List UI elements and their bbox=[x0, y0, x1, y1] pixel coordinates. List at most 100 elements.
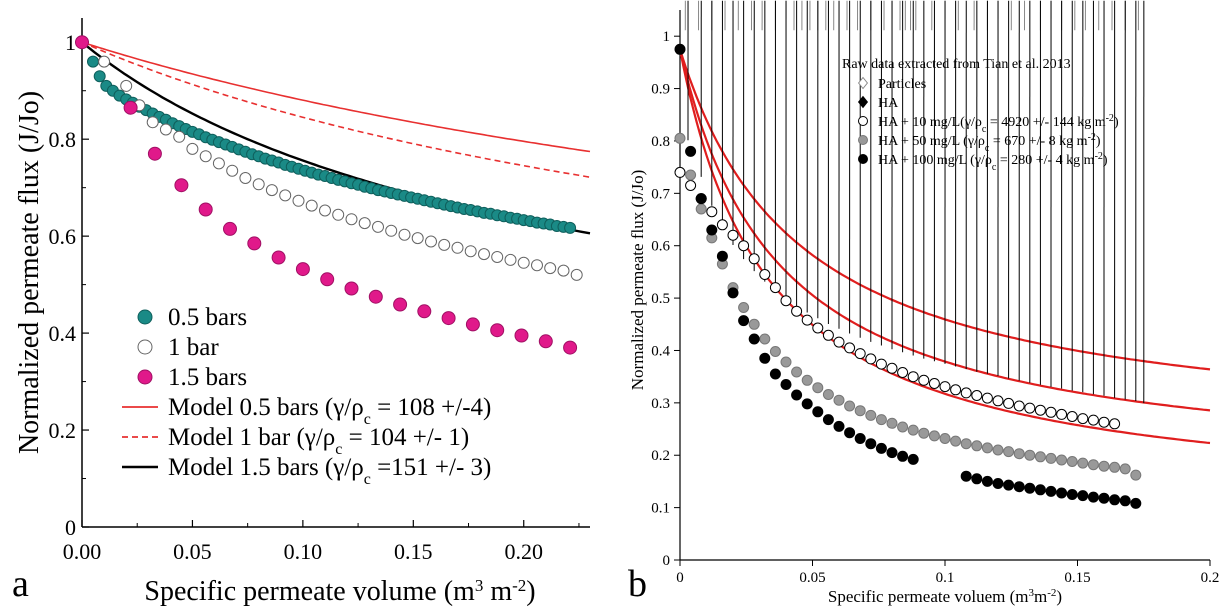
data-point bbox=[981, 442, 993, 454]
data-point bbox=[1066, 489, 1078, 500]
x-tick-label: 0 bbox=[676, 570, 684, 586]
legend-marker bbox=[137, 369, 153, 385]
legend-label: 0.5 bars bbox=[168, 304, 247, 331]
data-point bbox=[1003, 479, 1015, 491]
series-4 bbox=[674, 132, 1142, 481]
y-axis-label: Normalized permeate flux (J/Jo) bbox=[14, 91, 45, 454]
data-point bbox=[564, 221, 577, 234]
y-tick-label: 1 bbox=[65, 30, 76, 55]
y-tick-label: 0 bbox=[663, 553, 671, 569]
series-3 bbox=[75, 35, 578, 355]
panel-label: a bbox=[12, 563, 29, 605]
data-point bbox=[1077, 413, 1089, 425]
x-tick-label: 0.15 bbox=[394, 539, 433, 564]
legend-label: Model 1 bar (γ/ρc = 104 +/- 1) bbox=[168, 424, 469, 458]
data-point bbox=[465, 317, 480, 332]
x-tick-label: 0.00 bbox=[63, 539, 102, 564]
data-point bbox=[960, 438, 972, 450]
data-point bbox=[685, 145, 697, 157]
legend-label: HA bbox=[878, 96, 899, 111]
data-point bbox=[812, 322, 824, 334]
y-tick-label: 0.3 bbox=[651, 396, 670, 412]
data-point bbox=[538, 334, 553, 349]
data-point bbox=[695, 193, 707, 205]
legend-marker bbox=[857, 95, 869, 109]
data-point bbox=[186, 142, 199, 155]
data-point bbox=[514, 328, 529, 343]
data-point bbox=[123, 100, 138, 115]
data-point bbox=[1013, 400, 1025, 412]
legend-marker bbox=[858, 135, 868, 145]
data-point bbox=[98, 55, 111, 68]
data-point bbox=[252, 178, 265, 191]
data-point bbox=[1024, 449, 1036, 461]
data-point bbox=[801, 374, 813, 386]
data-point bbox=[557, 264, 570, 277]
data-point bbox=[727, 287, 739, 299]
data-point bbox=[812, 406, 824, 418]
data-point bbox=[198, 202, 213, 217]
data-point bbox=[75, 35, 89, 50]
data-point bbox=[769, 346, 781, 357]
model-curve-3 bbox=[81, 41, 591, 235]
data-point bbox=[833, 394, 845, 406]
data-point bbox=[295, 262, 310, 277]
y-tick-label: 0.2 bbox=[49, 418, 77, 443]
data-point bbox=[398, 228, 411, 241]
data-point bbox=[674, 166, 686, 178]
data-point bbox=[1013, 481, 1025, 493]
data-point bbox=[464, 245, 477, 258]
data-point bbox=[865, 438, 877, 450]
data-point bbox=[886, 362, 898, 374]
data-point bbox=[865, 409, 877, 421]
data-point bbox=[716, 219, 728, 231]
legend-marker bbox=[858, 154, 868, 164]
y-tick-label: 0.8 bbox=[49, 127, 77, 152]
legend-marker bbox=[857, 76, 869, 90]
data-point bbox=[1130, 497, 1142, 509]
data-point bbox=[1003, 397, 1015, 409]
data-point bbox=[563, 340, 578, 355]
y-tick-label: 0.4 bbox=[49, 321, 77, 346]
data-point bbox=[865, 353, 877, 365]
data-point bbox=[1056, 454, 1068, 466]
data-point bbox=[305, 199, 318, 212]
data-point bbox=[759, 269, 771, 280]
data-point bbox=[748, 318, 760, 330]
data-point bbox=[1034, 484, 1046, 496]
data-point bbox=[716, 250, 728, 262]
y-tick-label: 0.7 bbox=[651, 186, 670, 202]
x-tick-label: 0.1 bbox=[936, 570, 955, 586]
data-point bbox=[332, 208, 345, 221]
data-point bbox=[992, 478, 1004, 489]
x-tick-label: 0.2 bbox=[1201, 570, 1220, 586]
data-point bbox=[320, 272, 335, 287]
data-point bbox=[292, 194, 305, 207]
x-tick-label: 0.05 bbox=[799, 570, 825, 586]
data-point bbox=[897, 450, 909, 462]
data-point bbox=[769, 282, 781, 294]
data-point bbox=[939, 433, 951, 444]
data-point bbox=[517, 256, 530, 269]
data-point bbox=[886, 447, 898, 459]
legend: Raw data extracted from Tian et al. 2013… bbox=[842, 57, 1119, 173]
y-tick-label: 0.2 bbox=[651, 448, 670, 464]
data-point bbox=[738, 315, 750, 327]
data-point bbox=[1056, 487, 1068, 499]
data-point bbox=[1119, 495, 1131, 507]
series-3 bbox=[674, 166, 1121, 430]
data-point bbox=[928, 430, 940, 442]
data-point bbox=[759, 333, 771, 345]
data-point bbox=[674, 132, 686, 144]
x-tick-label: 0.15 bbox=[1064, 570, 1090, 586]
data-point bbox=[897, 421, 909, 433]
data-point bbox=[833, 336, 845, 348]
data-point bbox=[748, 333, 760, 345]
y-tick-label: 1 bbox=[663, 29, 671, 45]
legend: 0.5 bars 1 bar 1.5 bars Model 0.5 bars (γ/ρ… bbox=[122, 304, 491, 488]
data-point bbox=[265, 184, 278, 197]
data-point bbox=[368, 289, 383, 304]
data-point bbox=[451, 241, 464, 254]
data-point bbox=[844, 400, 856, 412]
data-point bbox=[981, 392, 993, 404]
